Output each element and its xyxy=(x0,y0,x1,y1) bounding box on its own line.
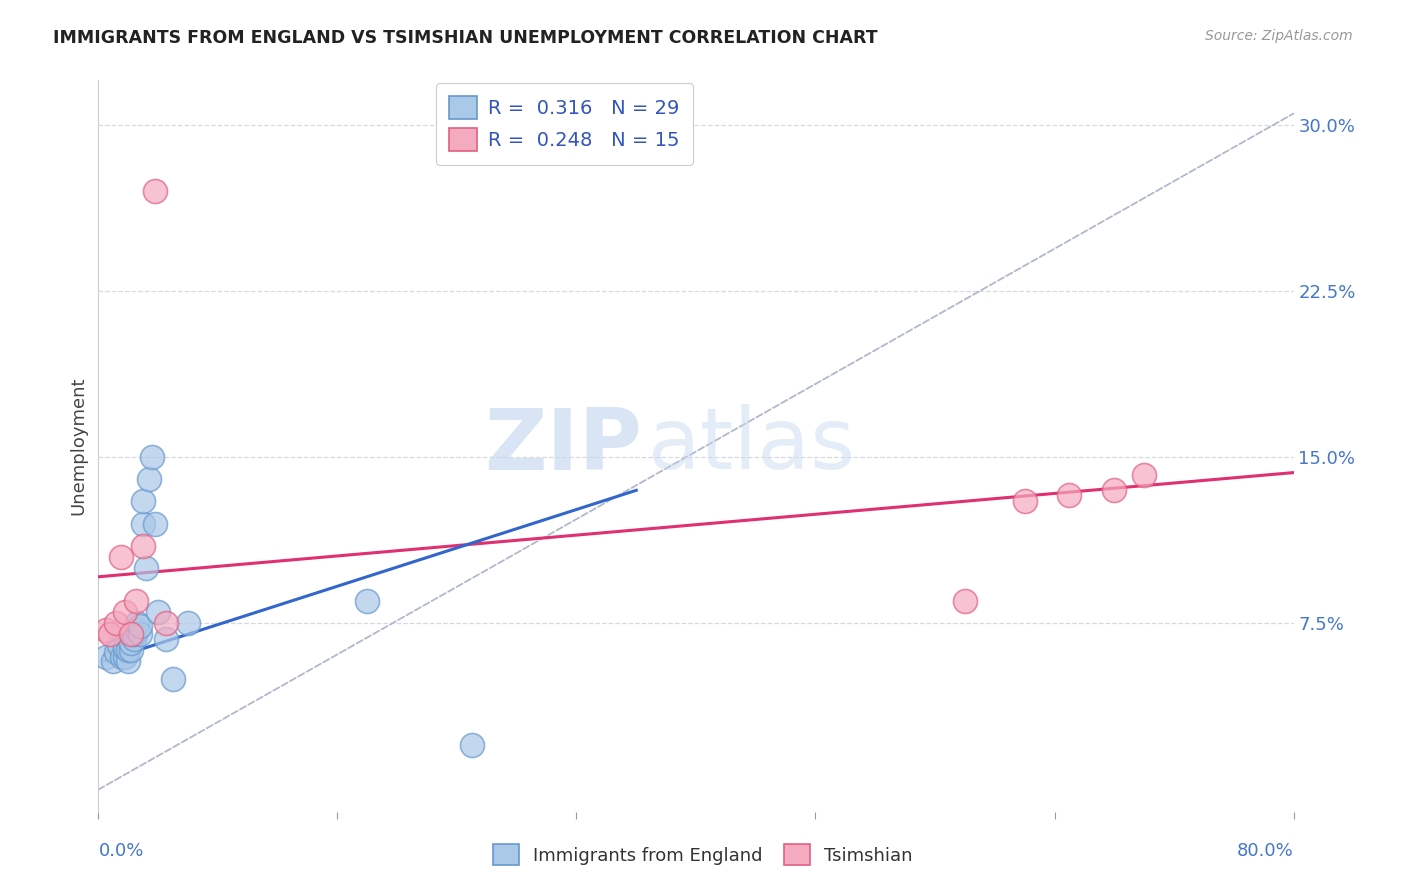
Point xyxy=(461,738,484,752)
Point xyxy=(1133,467,1156,482)
Point xyxy=(127,616,149,631)
Point xyxy=(114,605,136,619)
Text: Source: ZipAtlas.com: Source: ZipAtlas.com xyxy=(1205,29,1353,43)
Point xyxy=(953,594,976,608)
Point xyxy=(111,649,134,664)
Point xyxy=(162,672,184,686)
Point xyxy=(1104,483,1126,498)
Point xyxy=(94,623,117,637)
Point xyxy=(135,561,157,575)
Point xyxy=(1014,494,1036,508)
Point xyxy=(124,627,146,641)
Point xyxy=(105,645,128,659)
Point xyxy=(127,623,149,637)
Point xyxy=(120,627,142,641)
Text: ZIP: ZIP xyxy=(485,404,643,488)
Legend: R =  0.316   N = 29, R =  0.248   N = 15: R = 0.316 N = 29, R = 0.248 N = 15 xyxy=(436,83,693,164)
Point xyxy=(117,643,139,657)
Point xyxy=(129,618,152,632)
Point xyxy=(143,516,166,531)
Point xyxy=(124,632,146,646)
Point xyxy=(120,636,142,650)
Point xyxy=(141,450,163,464)
Point xyxy=(155,632,177,646)
Point xyxy=(129,627,152,641)
Point xyxy=(103,654,125,668)
Point xyxy=(114,640,136,655)
Point xyxy=(108,639,131,653)
Point xyxy=(177,616,200,631)
Point xyxy=(105,616,128,631)
Point xyxy=(143,184,166,198)
Point xyxy=(94,649,117,664)
Text: 80.0%: 80.0% xyxy=(1237,842,1294,860)
Point xyxy=(356,594,378,608)
Point xyxy=(110,549,132,564)
Point xyxy=(132,539,155,553)
Text: IMMIGRANTS FROM ENGLAND VS TSIMSHIAN UNEMPLOYMENT CORRELATION CHART: IMMIGRANTS FROM ENGLAND VS TSIMSHIAN UNE… xyxy=(53,29,879,46)
Y-axis label: Unemployment: Unemployment xyxy=(69,376,87,516)
Point xyxy=(114,649,136,664)
Point xyxy=(155,616,177,631)
Legend: Immigrants from England, Tsimshian: Immigrants from England, Tsimshian xyxy=(486,837,920,872)
Point xyxy=(132,494,155,508)
Text: 0.0%: 0.0% xyxy=(98,842,143,860)
Point xyxy=(148,605,170,619)
Point xyxy=(132,516,155,531)
Point xyxy=(138,472,160,486)
Point xyxy=(98,627,122,641)
Point xyxy=(120,643,142,657)
Point xyxy=(117,654,139,668)
Text: atlas: atlas xyxy=(648,404,856,488)
Point xyxy=(1059,488,1081,502)
Point xyxy=(125,594,148,608)
